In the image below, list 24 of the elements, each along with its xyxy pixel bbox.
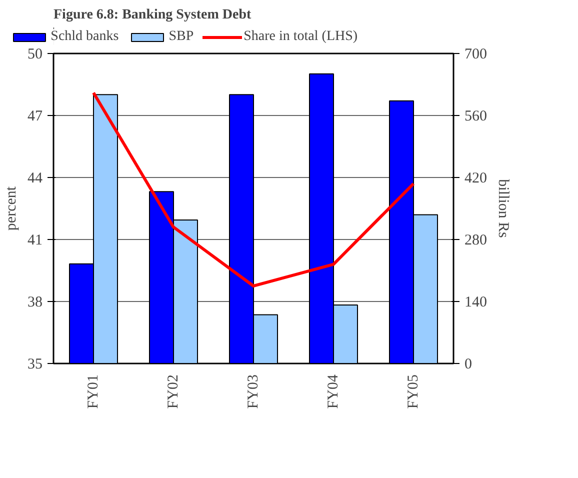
legend-label: Share in total (LHS)	[244, 29, 358, 45]
y2-axis-title: billion Rs	[495, 179, 511, 238]
y2-tick-label: 0	[464, 356, 472, 372]
y2-tick-label: 280	[464, 232, 487, 248]
y-tick-label: 47	[28, 108, 43, 124]
legend-label: Schld banks	[50, 29, 119, 45]
chart-title: Figure 6.8: Banking System Debt	[54, 8, 252, 22]
x-tick-label: FY04	[326, 374, 342, 409]
x-tick-label: FY02	[166, 374, 182, 409]
x-tick-label: FY03	[246, 374, 262, 409]
y-tick-label: 38	[28, 294, 42, 310]
y2-tick-label: 560	[464, 108, 487, 124]
y-tick-label: 44	[28, 170, 43, 186]
line-series	[92, 91, 415, 288]
x-tick-label: FY01	[86, 374, 102, 409]
legend-label: SBP	[168, 29, 194, 45]
y-tick-label: 50	[28, 46, 42, 62]
y-tick-label: 35	[28, 356, 42, 372]
y2-tick-label: 140	[464, 294, 487, 310]
y-axis-title: percent	[4, 186, 20, 231]
x-tick-label: FY05	[406, 374, 422, 409]
y-tick-label: 41	[28, 232, 42, 248]
y2-tick-label: 700	[464, 46, 487, 62]
y2-tick-label: 420	[464, 170, 487, 186]
